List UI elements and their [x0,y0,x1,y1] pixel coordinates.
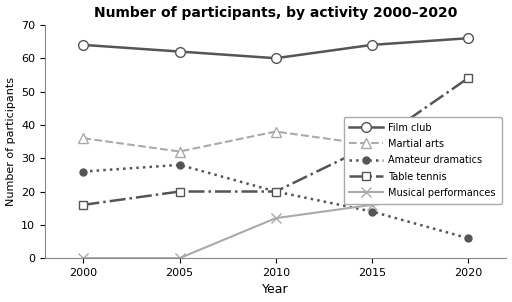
Martial arts [465,137,471,140]
Line: Table tennis: Table tennis [79,74,472,209]
X-axis label: Year: Year [262,284,289,297]
Line: Musical performances: Musical performances [78,190,473,263]
Martial arts [272,130,279,133]
Table tennis [272,190,279,193]
Musical performances [272,216,279,220]
Musical performances [465,193,471,197]
Film club [272,56,279,60]
Table tennis [177,190,183,193]
Film club [465,37,471,40]
Martial arts [177,150,183,153]
Martial arts [369,143,375,147]
Amateur dramatics [80,170,87,173]
Amateur dramatics [272,190,279,193]
Legend: Film club, Martial arts, Amateur dramatics, Table tennis, Musical performances: Film club, Martial arts, Amateur dramati… [344,117,502,204]
Martial arts [80,137,87,140]
Amateur dramatics [177,163,183,167]
Amateur dramatics [369,210,375,213]
Table tennis [465,76,471,80]
Table tennis [80,203,87,207]
Table tennis [369,143,375,147]
Line: Amateur dramatics: Amateur dramatics [80,161,472,242]
Musical performances [80,256,87,260]
Musical performances [369,203,375,207]
Line: Martial arts: Martial arts [78,127,473,156]
Film club [80,43,87,47]
Line: Film club: Film club [78,33,473,63]
Film club [369,43,375,47]
Title: Number of participants, by activity 2000–2020: Number of participants, by activity 2000… [94,5,457,20]
Amateur dramatics [465,236,471,240]
Y-axis label: Number of participants: Number of participants [6,77,15,206]
Musical performances [177,256,183,260]
Film club [177,50,183,53]
